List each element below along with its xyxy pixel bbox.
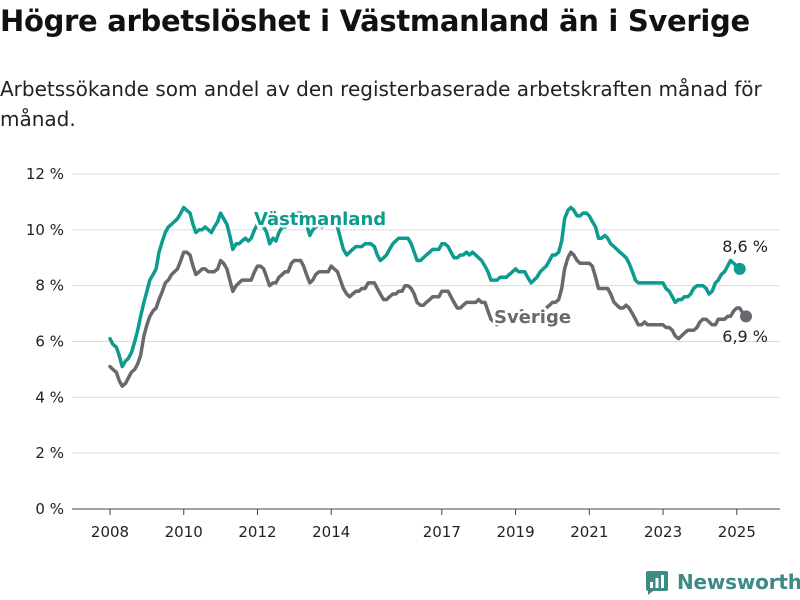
chart-subtitle: Arbetssökande som andel av den registerb… <box>0 77 762 131</box>
y-tick-label: 12 % <box>26 165 64 183</box>
x-axis-ticks: 2008 2010 2012 2014 2017 2019 2021 2023 2025 <box>91 509 756 541</box>
x-tick-label: 2023 <box>644 523 682 541</box>
series-labels: Västmanland Sverige 8,6 % 6,9 % <box>252 207 769 347</box>
y-gridlines <box>72 173 780 510</box>
series-label-vastmanland: Västmanland <box>254 209 386 230</box>
x-tick-label: 2025 <box>718 523 756 541</box>
series-label-sverige: Sverige <box>494 307 571 328</box>
series-lines <box>108 205 752 388</box>
y-tick-label: 2 % <box>35 444 64 462</box>
end-point-vastmanland <box>733 262 746 275</box>
x-tick-label: 2017 <box>423 523 461 541</box>
y-tick-labels: 0 % 2 % 4 % 6 % 8 % 10 % 12 % <box>26 165 64 518</box>
x-tick-label: 2012 <box>238 523 276 541</box>
end-point-sverige <box>740 310 752 323</box>
newsworthy-logo-icon <box>646 571 668 595</box>
x-tick-label: 2008 <box>91 523 129 541</box>
y-tick-label: 10 % <box>26 221 64 239</box>
series-line-sverige <box>108 250 748 388</box>
chart-title: Högre arbetslöshet i Västmanland än i Sv… <box>0 4 750 38</box>
end-label-vastmanland: 8,6 % <box>722 237 768 256</box>
brand-name: Newsworthy <box>677 570 800 594</box>
end-label-sverige: 6,9 % <box>722 327 768 346</box>
series-line-vastmanland <box>108 205 742 369</box>
x-tick-label: 2021 <box>570 523 608 541</box>
y-tick-label: 6 % <box>35 333 64 351</box>
newsworthy-logo: Newsworthy <box>645 569 800 595</box>
x-tick-label: 2010 <box>165 523 203 541</box>
y-tick-label: 4 % <box>35 388 64 406</box>
x-tick-label: 2014 <box>312 523 350 541</box>
x-tick-label: 2019 <box>496 523 534 541</box>
y-tick-label: 8 % <box>35 277 64 295</box>
y-tick-label: 0 % <box>35 500 64 518</box>
